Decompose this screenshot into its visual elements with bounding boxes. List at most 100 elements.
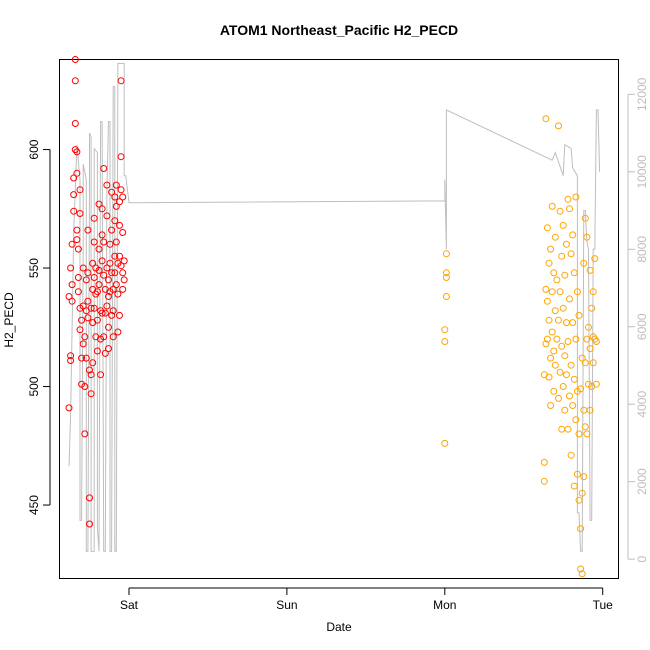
- scatter-point: [577, 525, 585, 533]
- scatter-point: [583, 430, 591, 438]
- scatter-point: [109, 307, 117, 315]
- scatter-point: [81, 430, 89, 438]
- scatter-point: [586, 266, 594, 274]
- scatter-point: [84, 314, 92, 322]
- right-tick-label: 2000: [635, 468, 649, 495]
- scatter-point: [116, 221, 123, 229]
- scatter-point: [67, 352, 75, 360]
- x-tick-label: Mon: [433, 598, 456, 612]
- scatter-point: [542, 340, 550, 348]
- scatter-point: [553, 335, 561, 343]
- scatter-point: [112, 181, 120, 189]
- scatter-point: [117, 186, 125, 194]
- scatter-point: [79, 340, 87, 348]
- right-tick-label: 6000: [635, 313, 649, 340]
- scatter-point: [592, 338, 600, 345]
- scatter-point: [556, 207, 564, 215]
- scatter-point: [86, 520, 93, 528]
- chart-title: ATOM1 Northeast_Pacific H2_PECD: [220, 22, 458, 38]
- scatter-point: [120, 257, 128, 265]
- scatter-point: [442, 250, 450, 258]
- scatter-point: [76, 186, 84, 194]
- scatter-point: [441, 326, 449, 334]
- scatter-point: [570, 482, 578, 490]
- scatter-point: [586, 406, 594, 414]
- right-tick-label: 12000: [635, 77, 649, 111]
- scatter-point: [558, 342, 566, 350]
- scatter-point: [119, 269, 127, 277]
- scatter-point: [550, 387, 558, 395]
- x-axis-label: Date: [326, 620, 352, 634]
- scatter-point: [81, 333, 89, 341]
- axes: 450 500 550 600 Sat Sun Mon Tue 0 2000 4000 6000 800…: [27, 77, 649, 612]
- scatter-point: [562, 371, 570, 379]
- scatter-point: [106, 240, 114, 248]
- scatter-point: [545, 373, 553, 381]
- scatter-point: [67, 264, 75, 272]
- x-tick-label: Tue: [593, 598, 614, 612]
- scatter-point: [74, 274, 82, 281]
- scatter-point: [578, 570, 586, 578]
- scatter-point: [592, 380, 600, 388]
- scatter-point: [570, 269, 578, 277]
- scatter-point: [109, 285, 117, 293]
- scatter-point: [111, 193, 119, 201]
- scatter-point: [591, 255, 599, 263]
- x-tick-label: Sat: [120, 598, 139, 612]
- scatter-point: [569, 231, 577, 239]
- scatter-point: [112, 281, 120, 289]
- scatter-point: [551, 361, 559, 369]
- scatter-point: [103, 264, 111, 272]
- scatter-point: [442, 293, 450, 300]
- scatter-point: [103, 302, 111, 310]
- scatter-point: [540, 458, 548, 466]
- scatter-point: [575, 430, 583, 438]
- scatter-point: [575, 496, 583, 504]
- scatter-point: [578, 354, 586, 362]
- scatter-point: [93, 288, 101, 296]
- scatter-point: [573, 288, 581, 296]
- scatter-point: [577, 565, 585, 573]
- scatter-point: [93, 347, 101, 355]
- data-marks: [65, 56, 601, 578]
- scatter-point: [84, 226, 92, 234]
- scatter-point: [119, 229, 127, 236]
- scatter-point: [540, 477, 548, 485]
- scatter-point: [562, 319, 570, 327]
- scatter-point: [98, 257, 106, 265]
- x-tick-label: Sun: [276, 598, 297, 612]
- scatter-point: [550, 347, 558, 355]
- scatter-point: [567, 451, 575, 459]
- scatter-point: [578, 489, 586, 497]
- scatter-point: [105, 345, 112, 353]
- scatter-point: [567, 361, 575, 369]
- right-tick-label: 10000: [635, 155, 649, 189]
- scatter-point: [585, 323, 592, 331]
- scatter-point: [71, 56, 79, 63]
- scatter-point: [90, 214, 98, 222]
- scatter-point: [90, 274, 98, 281]
- scatter-point: [545, 316, 553, 324]
- scatter-point: [73, 226, 81, 234]
- right-tick-label: 0: [635, 555, 649, 562]
- scatter-point: [93, 316, 101, 324]
- scatter-point: [572, 193, 580, 201]
- scatter-point: [562, 240, 570, 248]
- scatter-point: [583, 335, 591, 343]
- scatter-point: [569, 319, 577, 327]
- scatter-point: [95, 281, 103, 289]
- scatter-point: [100, 333, 108, 341]
- scatter-point: [442, 274, 450, 281]
- scatter-point: [119, 193, 127, 201]
- scatter-point: [586, 345, 594, 353]
- scatter-point: [551, 307, 559, 315]
- scatter-point: [543, 335, 551, 343]
- scatter-point: [98, 231, 106, 239]
- scatter-point: [112, 238, 120, 246]
- scatter-point: [581, 423, 589, 431]
- scatter-point: [580, 259, 588, 267]
- scatter-point: [566, 205, 573, 213]
- scatter-point: [573, 470, 581, 478]
- y-tick-label: 550: [27, 258, 41, 278]
